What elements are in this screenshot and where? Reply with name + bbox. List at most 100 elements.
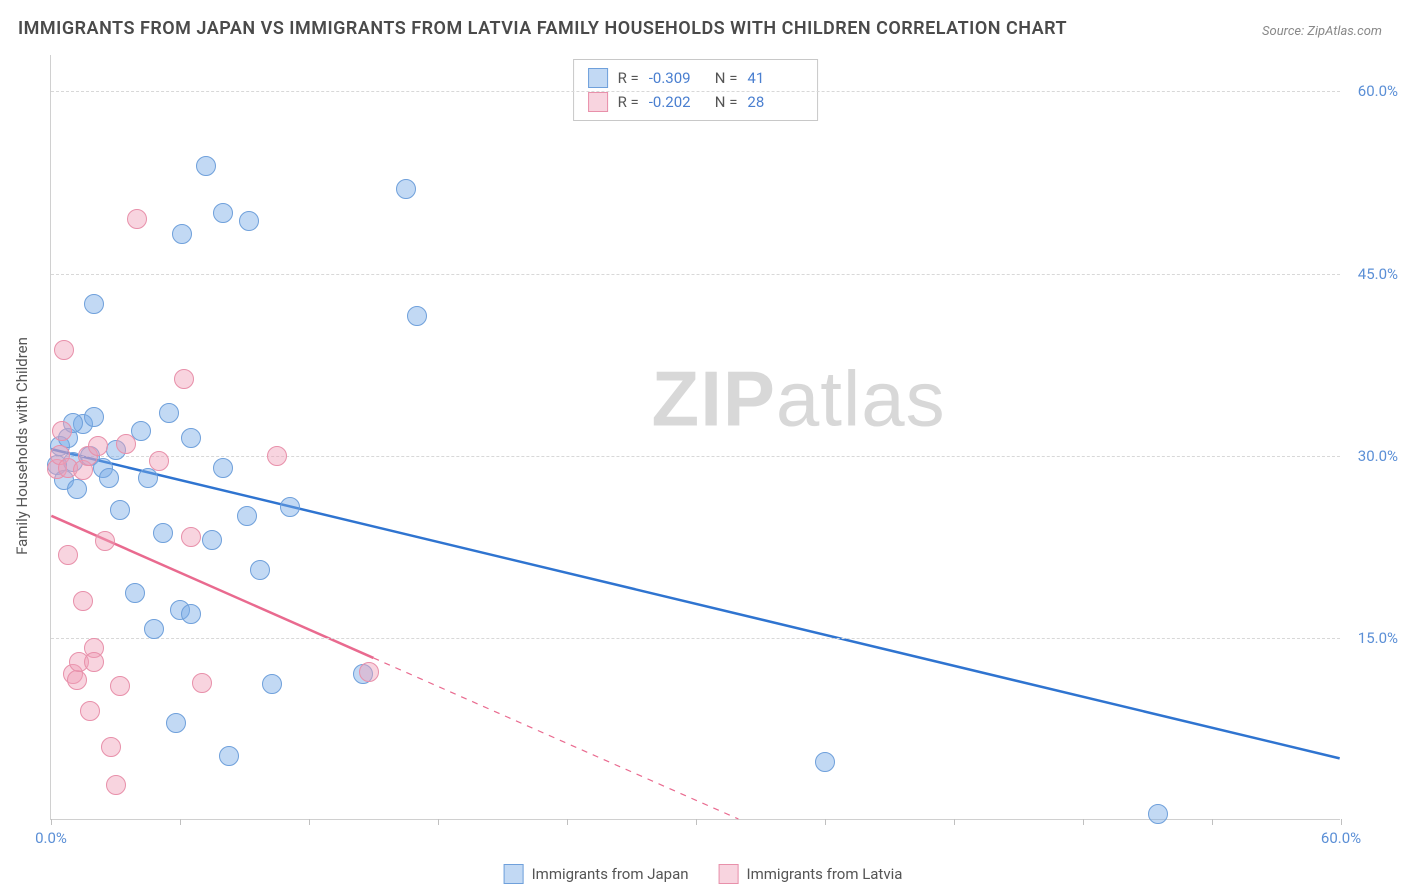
series-legend: Immigrants from Japan Immigrants from Lat…	[504, 864, 903, 884]
watermark-bold: ZIP	[652, 354, 776, 442]
scatter-point	[149, 451, 169, 471]
r-value: -0.202	[649, 90, 705, 114]
x-tick-mark	[180, 819, 181, 825]
x-tick-mark	[1212, 819, 1213, 825]
chart-container: IMMIGRANTS FROM JAPAN VS IMMIGRANTS FROM…	[0, 0, 1406, 892]
scatter-point	[159, 403, 179, 423]
scatter-point	[237, 506, 257, 526]
gridline	[51, 91, 1340, 92]
r-value: -0.309	[649, 66, 705, 90]
legend-item: Immigrants from Latvia	[719, 864, 903, 884]
scatter-point	[181, 527, 201, 547]
legend-swatch	[504, 864, 524, 884]
legend-swatch	[588, 68, 608, 88]
watermark-rest: atlas	[776, 354, 946, 442]
x-tick-mark	[1083, 819, 1084, 825]
gridline	[51, 274, 1340, 275]
legend-stat-row: R = -0.309 N = 41	[588, 66, 804, 90]
plot-area: ZIPatlas R =-0.309N =41R =-0.202N =28 15…	[50, 55, 1340, 820]
scatter-point	[88, 436, 108, 456]
x-tick-mark	[825, 819, 826, 825]
scatter-point	[181, 604, 201, 624]
scatter-point	[95, 531, 115, 551]
scatter-point	[407, 306, 427, 326]
y-tick-label: 60.0%	[1358, 82, 1398, 100]
scatter-point	[192, 673, 212, 693]
scatter-point	[166, 713, 186, 733]
scatter-point	[1148, 804, 1168, 824]
x-tick-mark	[309, 819, 310, 825]
x-tick-mark	[1341, 819, 1342, 825]
x-tick-mark	[954, 819, 955, 825]
scatter-point	[138, 468, 158, 488]
x-tick-label: 0.0%	[35, 829, 67, 847]
scatter-point	[181, 428, 201, 448]
legend-swatch	[588, 92, 608, 112]
n-label: N =	[715, 90, 738, 114]
scatter-point	[67, 670, 87, 690]
scatter-point	[84, 652, 104, 672]
scatter-point	[116, 434, 136, 454]
scatter-point	[359, 662, 379, 682]
x-tick-mark	[51, 819, 52, 825]
x-tick-mark	[696, 819, 697, 825]
r-label: R =	[618, 90, 639, 114]
scatter-point	[213, 203, 233, 223]
scatter-point	[280, 497, 300, 517]
scatter-point	[101, 737, 121, 757]
scatter-point	[67, 479, 87, 499]
scatter-point	[84, 407, 104, 427]
x-tick-mark	[567, 819, 568, 825]
scatter-point	[153, 523, 173, 543]
y-tick-label: 45.0%	[1358, 265, 1398, 283]
x-tick-label: 60.0%	[1321, 829, 1361, 847]
legend-label: Immigrants from Latvia	[747, 865, 903, 883]
gridline	[51, 456, 1340, 457]
scatter-point	[174, 369, 194, 389]
scatter-point	[239, 211, 259, 231]
scatter-point	[267, 446, 287, 466]
scatter-point	[125, 583, 145, 603]
scatter-point	[99, 468, 119, 488]
scatter-point	[110, 676, 130, 696]
legend-swatch	[719, 864, 739, 884]
n-label: N =	[715, 66, 738, 90]
scatter-point	[84, 294, 104, 314]
trend-line-dashed	[373, 658, 738, 819]
scatter-point	[396, 179, 416, 199]
r-label: R =	[618, 66, 639, 90]
gridline	[51, 638, 1340, 639]
scatter-point	[110, 500, 130, 520]
scatter-point	[172, 224, 192, 244]
scatter-point	[219, 746, 239, 766]
scatter-point	[144, 619, 164, 639]
scatter-point	[106, 775, 126, 795]
y-tick-label: 30.0%	[1358, 447, 1398, 465]
y-axis-label: Family Households with Children	[13, 337, 31, 555]
correlation-legend: R = -0.309 N = 41 R = -0.202 N = 28	[573, 59, 819, 121]
scatter-point	[58, 545, 78, 565]
legend-item: Immigrants from Japan	[504, 864, 689, 884]
watermark: ZIPatlas	[652, 353, 946, 444]
scatter-point	[80, 701, 100, 721]
scatter-point	[213, 458, 233, 478]
scatter-point	[262, 674, 282, 694]
trend-lines-layer	[51, 55, 1340, 819]
scatter-point	[73, 591, 93, 611]
trend-line-solid	[51, 449, 1339, 758]
source-attribution: Source: ZipAtlas.com	[1262, 24, 1382, 39]
scatter-point	[54, 340, 74, 360]
scatter-point	[250, 560, 270, 580]
scatter-point	[815, 752, 835, 772]
legend-stat-row: R = -0.202 N = 28	[588, 90, 804, 114]
scatter-point	[202, 530, 222, 550]
n-value: 28	[747, 90, 803, 114]
scatter-point	[196, 156, 216, 176]
n-value: 41	[747, 66, 803, 90]
x-tick-mark	[438, 819, 439, 825]
scatter-point	[127, 209, 147, 229]
y-tick-label: 15.0%	[1358, 629, 1398, 647]
legend-label: Immigrants from Japan	[532, 865, 689, 883]
chart-title: IMMIGRANTS FROM JAPAN VS IMMIGRANTS FROM…	[18, 18, 1067, 39]
scatter-point	[52, 421, 72, 441]
